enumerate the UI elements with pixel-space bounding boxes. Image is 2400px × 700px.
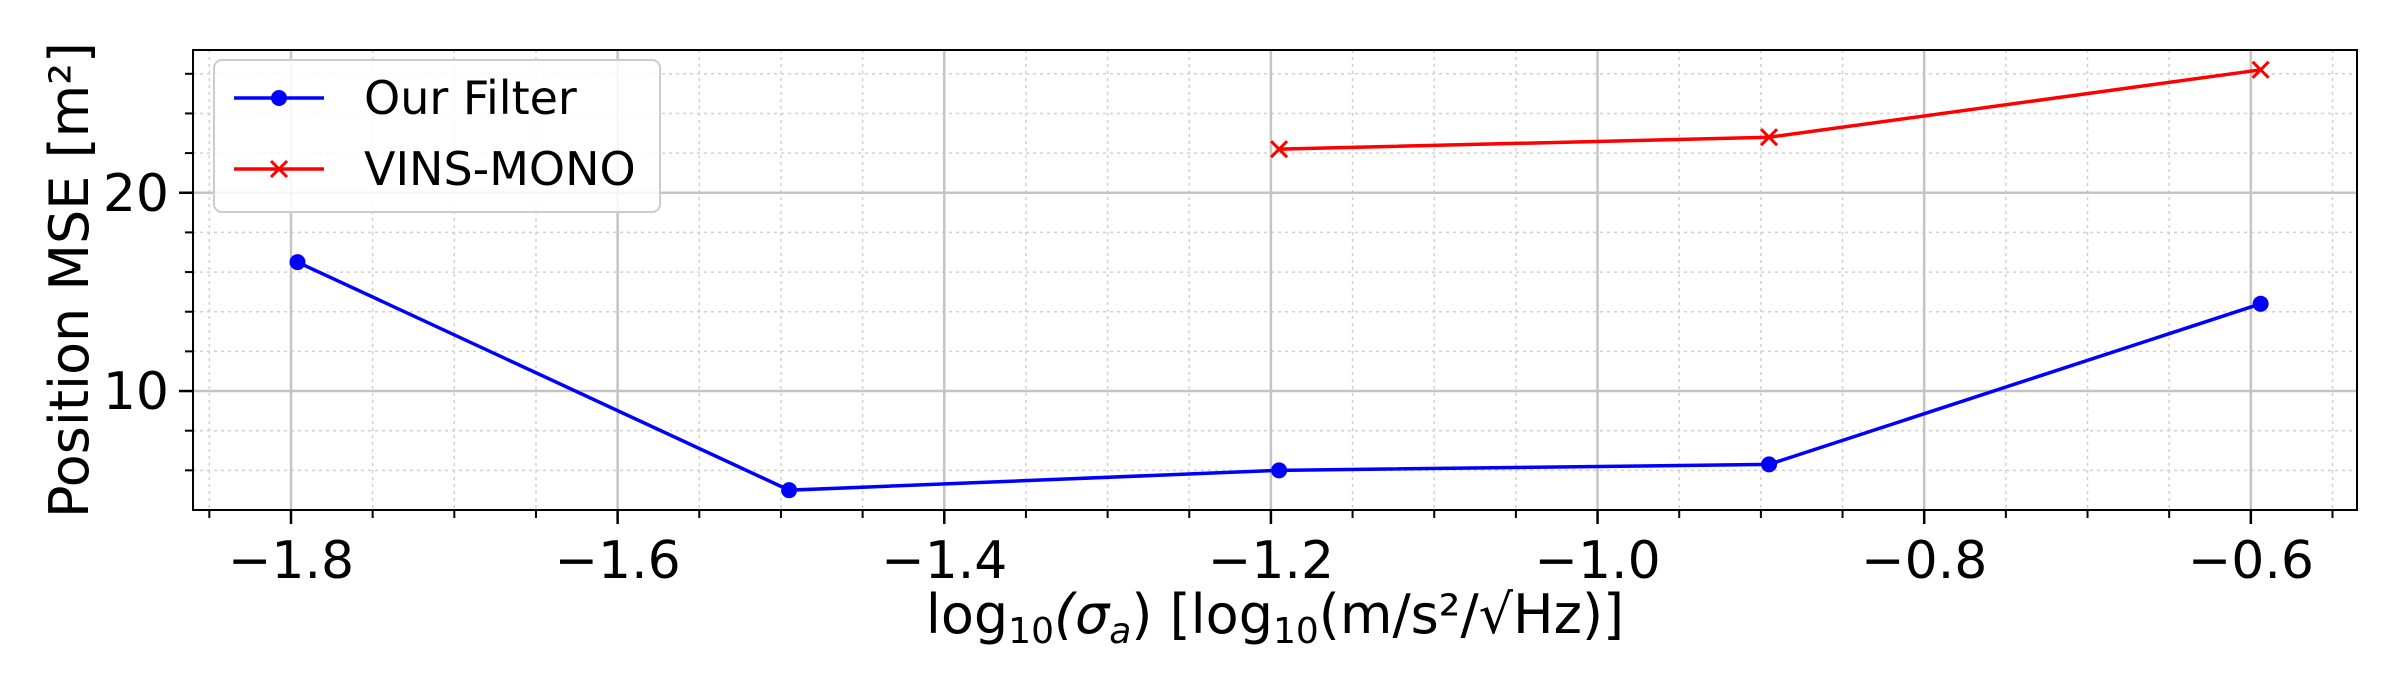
y-axis-ticks: 10 20 — [103, 72, 193, 472]
data-point-marker — [1761, 456, 1778, 473]
legend-entry: Our Filter — [234, 71, 577, 125]
series-0 — [289, 254, 2269, 499]
legend-entry: VINS-MONO — [234, 142, 636, 196]
x-axis-ticks: −1.8 −1.6 −1.4 −1.2 −1.0 −0.8 −0.6 — [208, 510, 2334, 591]
x-label-unit-rest: (m/s²/√Hz)] — [1319, 583, 1624, 646]
x-tick-label: −1.0 — [1534, 531, 1660, 591]
data-point-marker — [271, 90, 287, 106]
data-point-marker — [1759, 128, 1779, 147]
data-point-marker — [269, 159, 289, 179]
x-tick-label: −0.6 — [2188, 531, 2314, 591]
legend-label: Our Filter — [364, 71, 577, 125]
series-line — [296, 260, 2262, 492]
y-axis-label: Position MSE [m²] — [38, 42, 101, 518]
x-tick-label: −1.4 — [881, 531, 1007, 591]
x-tick-label: −1.6 — [554, 531, 680, 591]
data-point-marker — [781, 482, 798, 499]
series-1 — [1270, 60, 2270, 159]
data-point-marker — [2251, 60, 2270, 79]
plot-frame — [192, 49, 2358, 511]
x-tick-label: −0.8 — [1861, 531, 1987, 591]
x-label-sub2: 10 — [1273, 611, 1319, 652]
x-label-sigma: (σ — [1054, 583, 1111, 646]
data-point-marker — [2252, 295, 2269, 312]
y-tick-label: 10 — [103, 362, 169, 422]
series-layer — [289, 60, 2270, 499]
data-point-marker — [1270, 140, 1289, 159]
y-tick-label: 20 — [103, 164, 169, 224]
x-label-sub1: 10 — [1008, 611, 1054, 652]
x-label-prefix: log — [926, 583, 1008, 646]
x-axis-label: log10(σa) [log10(m/s²/√Hz)] — [926, 583, 1624, 652]
data-point-marker — [1271, 462, 1288, 479]
legend-label: VINS-MONO — [364, 142, 636, 196]
legend: Our Filter VINS-MONO — [213, 59, 661, 213]
x-label-sigma-sub: a — [1109, 611, 1131, 652]
legend-box — [213, 59, 661, 213]
data-point-marker — [289, 254, 306, 271]
x-tick-label: −1.2 — [1208, 531, 1334, 591]
x-label-unit-open: [log — [1152, 583, 1273, 646]
x-tick-label: −1.8 — [228, 531, 354, 591]
x-label-close: ) — [1131, 583, 1152, 646]
